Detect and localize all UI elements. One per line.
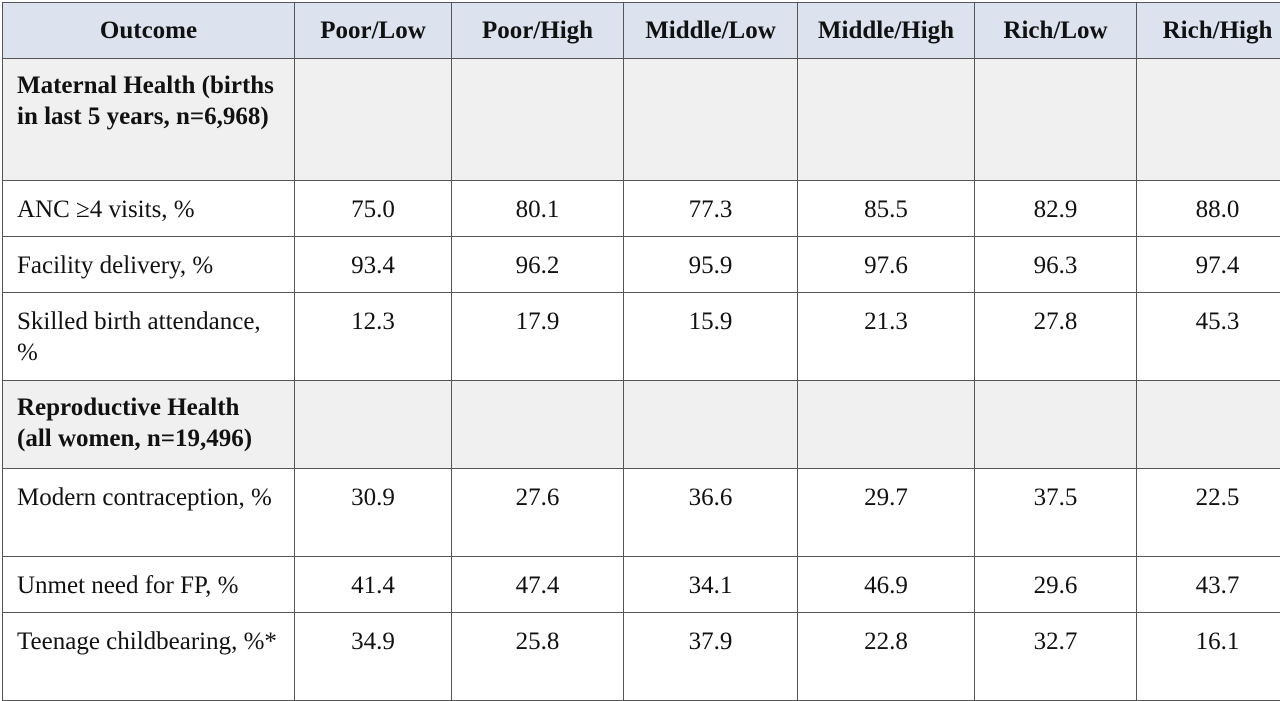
section-title: Reproductive Health (all women, n=19,496… bbox=[3, 381, 295, 469]
value-cell: 96.3 bbox=[975, 237, 1137, 293]
value-cell: 97.4 bbox=[1137, 237, 1280, 293]
row-label: Facility delivery, % bbox=[3, 237, 295, 293]
header-rich-high: Rich/High bbox=[1137, 3, 1280, 59]
value-cell: 29.7 bbox=[798, 469, 975, 557]
header-middle-low: Middle/Low bbox=[624, 3, 798, 59]
row-label: Modern contraception, % bbox=[3, 469, 295, 557]
value-cell: 36.6 bbox=[624, 469, 798, 557]
value-cell: 77.3 bbox=[624, 181, 798, 237]
row-label: Teenage childbearing, %* bbox=[3, 613, 295, 701]
value-cell: 25.8 bbox=[452, 613, 624, 701]
value-cell: 30.9 bbox=[295, 469, 452, 557]
value-cell: 46.9 bbox=[798, 557, 975, 613]
value-cell: 27.8 bbox=[975, 293, 1137, 381]
value-cell: 15.9 bbox=[624, 293, 798, 381]
value-cell: 47.4 bbox=[452, 557, 624, 613]
value-cell: 12.3 bbox=[295, 293, 452, 381]
empty-cell bbox=[1137, 381, 1280, 469]
empty-cell bbox=[295, 381, 452, 469]
header-row: Outcome Poor/Low Poor/High Middle/Low Mi… bbox=[3, 3, 1280, 59]
value-cell: 32.7 bbox=[975, 613, 1137, 701]
value-cell: 41.4 bbox=[295, 557, 452, 613]
value-cell: 85.5 bbox=[798, 181, 975, 237]
value-cell: 96.2 bbox=[452, 237, 624, 293]
empty-cell bbox=[975, 59, 1137, 181]
table-row: ANC ≥4 visits, % 75.0 80.1 77.3 85.5 82.… bbox=[3, 181, 1280, 237]
value-cell: 95.9 bbox=[624, 237, 798, 293]
value-cell: 34.1 bbox=[624, 557, 798, 613]
value-cell: 17.9 bbox=[452, 293, 624, 381]
value-cell: 88.0 bbox=[1137, 181, 1280, 237]
value-cell: 29.6 bbox=[975, 557, 1137, 613]
value-cell: 45.3 bbox=[1137, 293, 1280, 381]
empty-cell bbox=[1137, 59, 1280, 181]
empty-cell bbox=[295, 59, 452, 181]
empty-cell bbox=[452, 59, 624, 181]
empty-cell bbox=[798, 381, 975, 469]
value-cell: 93.4 bbox=[295, 237, 452, 293]
table-row: Unmet need for FP, % 41.4 47.4 34.1 46.9… bbox=[3, 557, 1280, 613]
header-poor-low: Poor/Low bbox=[295, 3, 452, 59]
value-cell: 37.9 bbox=[624, 613, 798, 701]
empty-cell bbox=[452, 381, 624, 469]
value-cell: 43.7 bbox=[1137, 557, 1280, 613]
header-middle-high: Middle/High bbox=[798, 3, 975, 59]
value-cell: 34.9 bbox=[295, 613, 452, 701]
header-poor-high: Poor/High bbox=[452, 3, 624, 59]
value-cell: 75.0 bbox=[295, 181, 452, 237]
table-row: Facility delivery, % 93.4 96.2 95.9 97.6… bbox=[3, 237, 1280, 293]
empty-cell bbox=[624, 381, 798, 469]
header-outcome: Outcome bbox=[3, 3, 295, 59]
empty-cell bbox=[798, 59, 975, 181]
value-cell: 97.6 bbox=[798, 237, 975, 293]
section-row-maternal-health: Maternal Health (births in last 5 years,… bbox=[3, 59, 1280, 181]
empty-cell bbox=[624, 59, 798, 181]
section-title: Maternal Health (births in last 5 years,… bbox=[3, 59, 295, 181]
value-cell: 80.1 bbox=[452, 181, 624, 237]
value-cell: 37.5 bbox=[975, 469, 1137, 557]
section-row-reproductive-health: Reproductive Health (all women, n=19,496… bbox=[3, 381, 1280, 469]
value-cell: 27.6 bbox=[452, 469, 624, 557]
empty-cell bbox=[975, 381, 1137, 469]
table-row: Skilled birth attendance, % 12.3 17.9 15… bbox=[3, 293, 1280, 381]
value-cell: 82.9 bbox=[975, 181, 1137, 237]
table-row: Teenage childbearing, %* 34.9 25.8 37.9 … bbox=[3, 613, 1280, 701]
value-cell: 22.8 bbox=[798, 613, 975, 701]
table-row: Modern contraception, % 30.9 27.6 36.6 2… bbox=[3, 469, 1280, 557]
value-cell: 22.5 bbox=[1137, 469, 1280, 557]
value-cell: 21.3 bbox=[798, 293, 975, 381]
row-label: Unmet need for FP, % bbox=[3, 557, 295, 613]
header-rich-low: Rich/Low bbox=[975, 3, 1137, 59]
row-label: ANC ≥4 visits, % bbox=[3, 181, 295, 237]
row-label: Skilled birth attendance, % bbox=[3, 293, 295, 381]
value-cell: 16.1 bbox=[1137, 613, 1280, 701]
